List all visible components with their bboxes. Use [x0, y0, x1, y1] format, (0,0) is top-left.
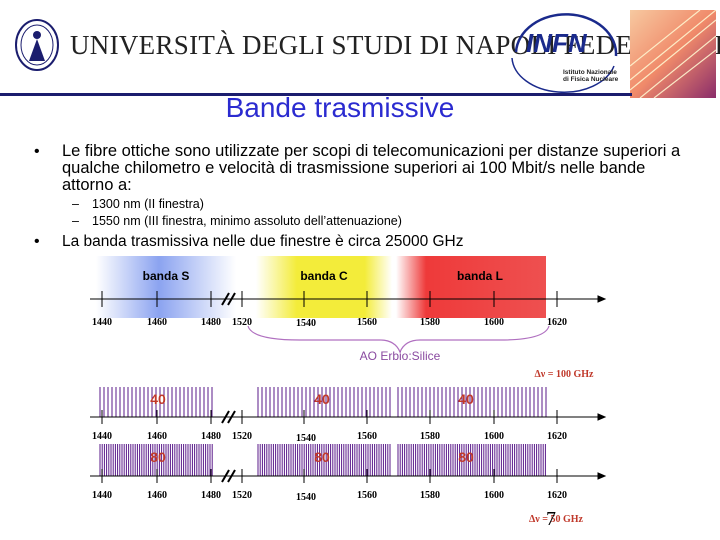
infn-subtitle: Istituto Nazionale di Fisica Nucleare — [563, 69, 618, 83]
axis-top — [90, 291, 607, 307]
band-s-rect — [96, 256, 236, 318]
tick-label: 1460 — [147, 431, 167, 442]
channel-count: 80 — [150, 449, 166, 465]
grid1-label: Δν = 100 GHz — [535, 369, 594, 380]
channel-count: 80 — [458, 449, 474, 465]
tick-label: 1600 — [484, 490, 504, 501]
tick-label: 1540 — [296, 318, 316, 329]
sub-bullet-1550: 1550 nm (III finestra, minimo assoluto d… — [92, 214, 402, 228]
tick-label: 1580 — [420, 317, 440, 328]
channels-row-40 — [99, 387, 547, 417]
tick-label: 1620 — [547, 431, 567, 442]
tick-label: 1480 — [201, 431, 221, 442]
tick-label: 1520 — [232, 490, 252, 501]
axis-bottom — [90, 469, 607, 483]
axis-middle — [90, 410, 607, 424]
tick-label: 1520 — [232, 431, 252, 442]
grid2-label: Δν = 50 GHz — [529, 514, 583, 525]
band-l-label: banda L — [457, 269, 503, 283]
channels-row-80 — [99, 444, 546, 476]
tick-label: 1560 — [357, 317, 377, 328]
infn-subtitle-line2: di Fisica Nucleare — [563, 76, 619, 83]
tick-label: 1480 — [201, 317, 221, 328]
tick-label: 1620 — [547, 317, 567, 328]
tick-label: 1600 — [484, 317, 504, 328]
tick-label: 1580 — [420, 490, 440, 501]
infn-subtitle-line1: Istituto Nazionale — [563, 69, 617, 76]
band-c-label: banda C — [300, 269, 348, 283]
sub-bullet-marker: – — [72, 197, 79, 211]
amp-label: AO Erbio:Silice — [360, 349, 441, 363]
channel-count: 40 — [314, 391, 330, 407]
channel-count: 40 — [150, 391, 166, 407]
tick-label: 1600 — [484, 431, 504, 442]
sub-bullet-marker: – — [72, 214, 79, 228]
tick-label: 1560 — [357, 431, 377, 442]
slide-title: Bande trasmissive — [225, 92, 455, 123]
tick-label: 1440 — [92, 431, 112, 442]
bullet-banda: La banda trasmissiva nelle due finestre … — [62, 233, 464, 250]
tick-label: 1520 — [232, 317, 252, 328]
header-divider — [0, 93, 632, 96]
bullet-marker: • — [34, 233, 40, 250]
tick-label: 1460 — [147, 317, 167, 328]
sub-bullet-1300: 1300 nm (II finestra) — [92, 197, 204, 211]
infn-wordmark: INFN — [526, 28, 587, 58]
tick-label: 1480 — [201, 490, 221, 501]
tick-label: 1580 — [420, 431, 440, 442]
tick-label: 1540 — [296, 492, 316, 503]
bullet-fibre: Le fibre ottiche sono utilizzate per sco… — [62, 142, 681, 194]
university-name: UNIVERSITÀ DEGLI STUDI DI NAPOLI FEDERIC… — [70, 30, 720, 60]
tick-label: 1440 — [92, 490, 112, 501]
tick-label: 1560 — [357, 490, 377, 501]
page-number: 7 — [546, 508, 556, 530]
tick-label: 1460 — [147, 490, 167, 501]
channel-count: 40 — [458, 391, 474, 407]
band-l-rect — [396, 256, 546, 318]
tick-label: 1540 — [296, 433, 316, 444]
tick-label: 1440 — [92, 317, 112, 328]
band-c-rect — [256, 256, 392, 318]
band-s-label: banda S — [143, 269, 190, 283]
bullet-marker: • — [34, 143, 40, 160]
channel-count: 80 — [314, 449, 330, 465]
tick-label: 1620 — [547, 490, 567, 501]
amp-brace — [247, 325, 550, 354]
